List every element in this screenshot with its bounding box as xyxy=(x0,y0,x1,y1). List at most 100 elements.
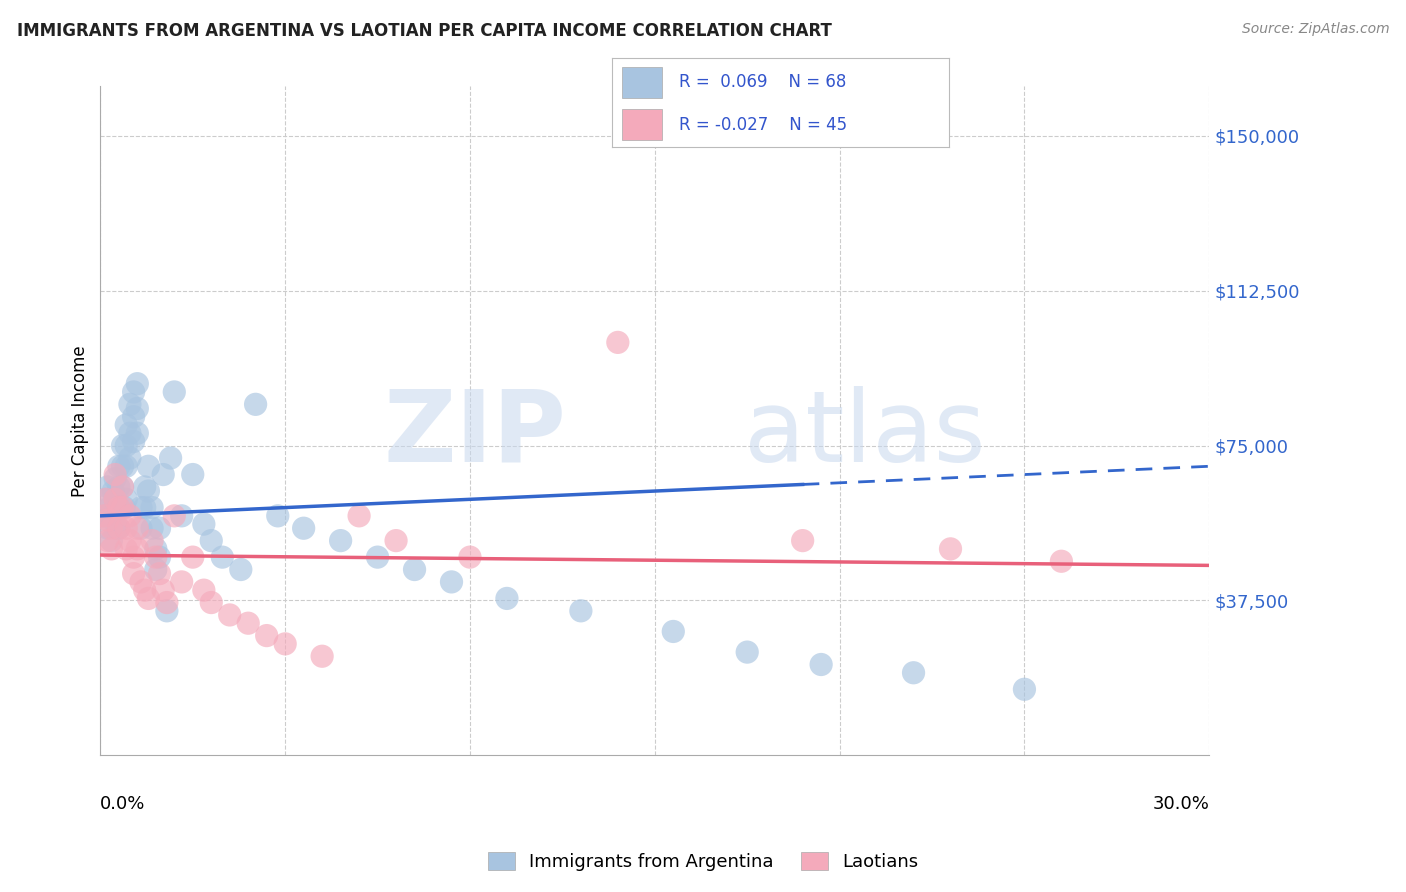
Laotians xyxy=(1050,554,1073,568)
Immigrants from Argentina xyxy=(134,480,156,494)
Immigrants from Argentina xyxy=(118,426,141,441)
Immigrants from Argentina xyxy=(122,409,145,424)
Immigrants from Argentina xyxy=(129,500,152,515)
Immigrants from Argentina xyxy=(111,459,134,474)
Laotians xyxy=(115,521,138,535)
Immigrants from Argentina xyxy=(440,574,463,589)
Immigrants from Argentina xyxy=(105,521,128,535)
Laotians xyxy=(97,513,120,527)
Immigrants from Argentina xyxy=(569,604,592,618)
Immigrants from Argentina xyxy=(292,521,315,535)
Laotians xyxy=(458,550,481,565)
Immigrants from Argentina xyxy=(94,492,117,507)
Immigrants from Argentina xyxy=(156,604,179,618)
Laotians xyxy=(238,616,260,631)
Immigrants from Argentina xyxy=(108,521,131,535)
Laotians xyxy=(122,550,145,565)
Text: Source: ZipAtlas.com: Source: ZipAtlas.com xyxy=(1241,22,1389,37)
Immigrants from Argentina xyxy=(404,562,426,576)
Laotians xyxy=(148,566,170,581)
Laotians xyxy=(100,541,122,556)
Immigrants from Argentina xyxy=(903,665,925,680)
Immigrants from Argentina xyxy=(127,401,149,416)
Laotians xyxy=(115,541,138,556)
Immigrants from Argentina xyxy=(118,397,141,411)
Immigrants from Argentina xyxy=(810,657,832,672)
Text: R =  0.069    N = 68: R = 0.069 N = 68 xyxy=(679,73,846,91)
Immigrants from Argentina xyxy=(159,450,181,465)
Immigrants from Argentina xyxy=(138,484,160,499)
Immigrants from Argentina xyxy=(122,434,145,449)
Immigrants from Argentina xyxy=(148,521,170,535)
Laotians xyxy=(163,508,186,523)
Laotians xyxy=(104,467,127,482)
Immigrants from Argentina xyxy=(108,500,131,515)
Laotians xyxy=(108,500,131,515)
Text: ZIP: ZIP xyxy=(384,385,567,483)
Immigrants from Argentina xyxy=(163,384,186,399)
Immigrants from Argentina xyxy=(134,500,156,515)
Immigrants from Argentina xyxy=(329,533,352,548)
Immigrants from Argentina xyxy=(111,480,134,494)
Immigrants from Argentina xyxy=(267,508,290,523)
Laotians xyxy=(127,541,149,556)
Laotians xyxy=(792,533,814,548)
Immigrants from Argentina xyxy=(127,426,149,441)
Immigrants from Argentina xyxy=(152,467,174,482)
Immigrants from Argentina xyxy=(118,450,141,465)
Immigrants from Argentina xyxy=(103,484,125,499)
Immigrants from Argentina xyxy=(98,500,121,515)
Laotians xyxy=(108,521,131,535)
Immigrants from Argentina xyxy=(112,500,135,515)
Laotians xyxy=(93,508,115,523)
Laotians xyxy=(122,566,145,581)
Immigrants from Argentina xyxy=(111,439,134,453)
Immigrants from Argentina xyxy=(170,508,193,523)
Immigrants from Argentina xyxy=(129,521,152,535)
Text: 30.0%: 30.0% xyxy=(1153,796,1209,814)
Immigrants from Argentina xyxy=(100,508,122,523)
Immigrants from Argentina xyxy=(367,550,389,565)
Immigrants from Argentina xyxy=(148,550,170,565)
Laotians xyxy=(939,541,962,556)
Immigrants from Argentina xyxy=(97,521,120,535)
Laotians xyxy=(94,492,117,507)
Immigrants from Argentina xyxy=(145,562,167,576)
Laotians xyxy=(385,533,408,548)
Immigrants from Argentina xyxy=(104,500,127,515)
Laotians xyxy=(100,521,122,535)
Immigrants from Argentina xyxy=(211,550,233,565)
Immigrants from Argentina xyxy=(122,384,145,399)
Text: 0.0%: 0.0% xyxy=(100,796,146,814)
Bar xyxy=(621,109,662,140)
Laotians xyxy=(97,533,120,548)
Immigrants from Argentina xyxy=(115,417,138,432)
Immigrants from Argentina xyxy=(93,508,115,523)
Immigrants from Argentina xyxy=(496,591,519,606)
Immigrants from Argentina xyxy=(229,562,252,576)
Laotians xyxy=(127,521,149,535)
Laotians xyxy=(156,596,179,610)
Immigrants from Argentina xyxy=(115,459,138,474)
Laotians xyxy=(134,583,156,598)
Laotians xyxy=(145,550,167,565)
Laotians xyxy=(152,583,174,598)
Laotians xyxy=(170,574,193,589)
Immigrants from Argentina xyxy=(115,439,138,453)
Laotians xyxy=(200,596,222,610)
Laotians xyxy=(111,500,134,515)
Immigrants from Argentina xyxy=(200,533,222,548)
Immigrants from Argentina xyxy=(141,521,163,535)
Immigrants from Argentina xyxy=(662,624,685,639)
Laotians xyxy=(129,574,152,589)
Text: IMMIGRANTS FROM ARGENTINA VS LAOTIAN PER CAPITA INCOME CORRELATION CHART: IMMIGRANTS FROM ARGENTINA VS LAOTIAN PER… xyxy=(17,22,832,40)
Laotians xyxy=(193,583,215,598)
Immigrants from Argentina xyxy=(108,480,131,494)
Laotians xyxy=(347,508,370,523)
Laotians xyxy=(181,550,204,565)
Immigrants from Argentina xyxy=(138,459,160,474)
Laotians xyxy=(118,533,141,548)
Laotians xyxy=(606,335,628,350)
Laotians xyxy=(218,607,240,622)
Immigrants from Argentina xyxy=(104,472,127,486)
